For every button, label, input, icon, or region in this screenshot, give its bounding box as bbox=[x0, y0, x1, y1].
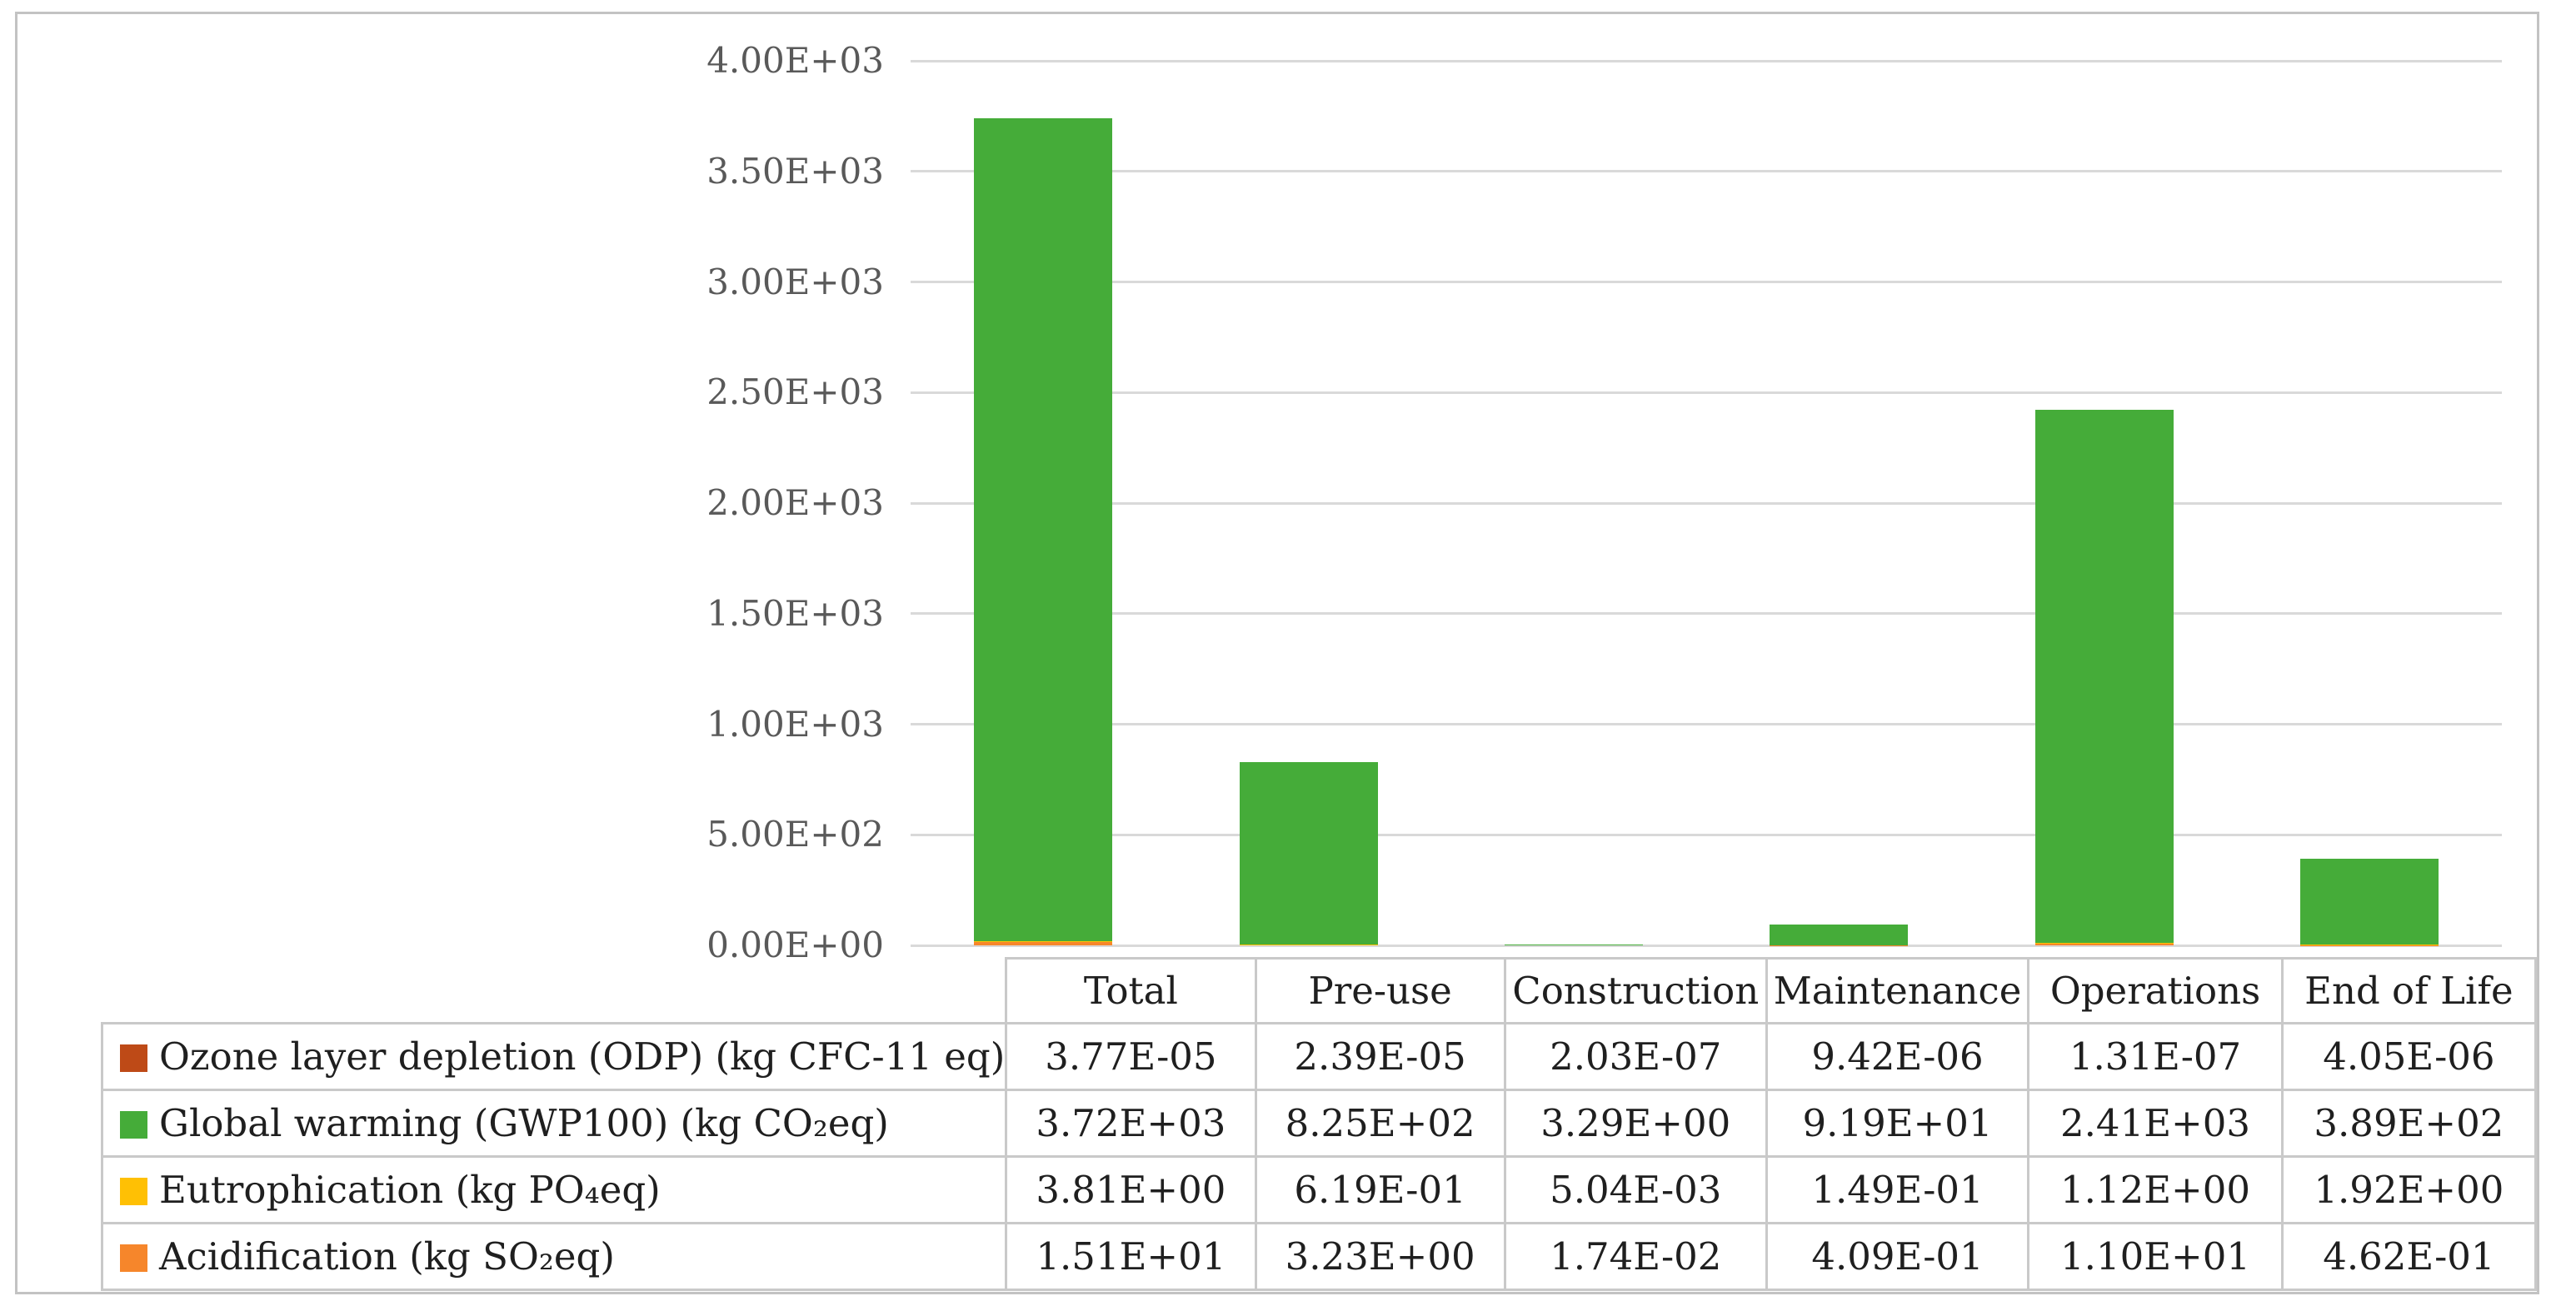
y-gridline bbox=[911, 391, 2502, 394]
value-cell-global-warming-end-of-life: 3.89E+02 bbox=[2280, 1089, 2538, 1158]
y-axis-tick-label: 3.00E+03 bbox=[706, 261, 884, 302]
value-cell-acidification-pre-use: 3.23E+00 bbox=[1254, 1222, 1506, 1291]
legend-swatch-icon bbox=[120, 1111, 147, 1139]
value-cell-global-warming-maintenance: 9.19E+01 bbox=[1765, 1089, 2030, 1158]
header-cell-maintenance: Maintenance bbox=[1765, 957, 2030, 1024]
y-gridline bbox=[911, 833, 2502, 836]
value-cell-eutrophication-maintenance: 1.49E-01 bbox=[1765, 1155, 2030, 1224]
header-cell-operations: Operations bbox=[2027, 957, 2284, 1024]
series-label: Global warming (GWP100) (kg CO₂eq) bbox=[159, 1101, 889, 1145]
y-axis-tick-label: 5.00E+02 bbox=[706, 814, 884, 855]
header-cell-total: Total bbox=[1005, 957, 1257, 1024]
series-label-cell: Eutrophication (kg PO₄eq) bbox=[100, 1155, 1008, 1224]
y-gridline bbox=[911, 59, 2502, 62]
value-cell-ozone-layer-depletion-pre-use: 2.39E-05 bbox=[1254, 1022, 1506, 1091]
series-label: Eutrophication (kg PO₄eq) bbox=[159, 1168, 661, 1212]
value-cell-ozone-layer-depletion-total: 3.77E-05 bbox=[1005, 1022, 1257, 1091]
value-cell-eutrophication-pre-use: 6.19E-01 bbox=[1254, 1155, 1506, 1224]
series-label-cell: Ozone layer depletion (ODP) (kg CFC-11 e… bbox=[100, 1022, 1008, 1091]
y-axis-tick-label: 1.00E+03 bbox=[706, 703, 884, 745]
y-gridline bbox=[911, 281, 2502, 283]
y-axis-tick-label: 2.00E+03 bbox=[706, 482, 884, 523]
value-cell-acidification-operations: 1.10E+01 bbox=[2027, 1222, 2284, 1291]
value-cell-eutrophication-operations: 1.12E+00 bbox=[2027, 1155, 2284, 1224]
value-cell-eutrophication-construction: 5.04E-03 bbox=[1503, 1155, 1768, 1224]
y-axis-tick-label: 2.50E+03 bbox=[706, 371, 884, 413]
y-gridline bbox=[911, 612, 2502, 616]
value-cell-acidification-maintenance: 4.09E-01 bbox=[1765, 1222, 2030, 1291]
series-label: Ozone layer depletion (ODP) (kg CFC-11 e… bbox=[159, 1034, 1006, 1079]
y-axis-tick-label: 1.50E+03 bbox=[706, 592, 884, 634]
series-label-cell: Acidification (kg SO₂eq) bbox=[100, 1222, 1008, 1291]
table-header-row: Total Pre-use Construction Maintenance Opera… bbox=[102, 957, 2538, 1024]
bar-segment-eutrophication-total bbox=[974, 940, 1113, 942]
table-row-global-warming: Global warming (GWP100) (kg CO₂eq) 3.72E+… bbox=[100, 1089, 2538, 1158]
value-cell-global-warming-operations: 2.41E+03 bbox=[2027, 1089, 2284, 1158]
value-cell-eutrophication-total: 3.81E+00 bbox=[1005, 1155, 1257, 1224]
value-cell-ozone-layer-depletion-operations: 1.31E-07 bbox=[2027, 1022, 2284, 1091]
y-axis-tick-label: 3.50E+03 bbox=[706, 150, 884, 192]
bar-segment-acidification-total bbox=[974, 941, 1113, 945]
header-cell-end-of-life: End of Life bbox=[2280, 957, 2538, 1024]
table-row-acidification: Acidification (kg SO₂eq) 1.51E+01 3.23E+00… bbox=[100, 1222, 2538, 1291]
bar-segment-global-warming-end-of-life bbox=[2299, 859, 2439, 945]
y-gridline bbox=[911, 944, 2502, 947]
table-row-ozone-layer-depletion: Ozone layer depletion (ODP) (kg CFC-11 e… bbox=[100, 1022, 2538, 1091]
value-cell-global-warming-pre-use: 8.25E+02 bbox=[1254, 1089, 1506, 1158]
value-cell-acidification-construction: 1.74E-02 bbox=[1503, 1222, 1768, 1291]
header-cell-construction: Construction bbox=[1503, 957, 1768, 1024]
value-cell-ozone-layer-depletion-construction: 2.03E-07 bbox=[1503, 1022, 1768, 1091]
value-cell-ozone-layer-depletion-end-of-life: 4.05E-06 bbox=[2280, 1022, 2538, 1091]
value-cell-ozone-layer-depletion-maintenance: 9.42E-06 bbox=[1765, 1022, 2030, 1091]
series-label: Acidification (kg SO₂eq) bbox=[159, 1234, 615, 1279]
bar-segment-global-warming-total bbox=[974, 118, 1113, 941]
legend-swatch-icon bbox=[120, 1178, 147, 1205]
value-cell-global-warming-construction: 3.29E+00 bbox=[1503, 1089, 1768, 1158]
legend-swatch-icon bbox=[120, 1044, 147, 1072]
value-cell-eutrophication-end-of-life: 1.92E+00 bbox=[2280, 1155, 2538, 1224]
y-axis-tick-label: 0.00E+00 bbox=[706, 925, 884, 965]
bar-segment-acidification-operations bbox=[2034, 943, 2174, 945]
bar-segment-global-warming-pre-use bbox=[1239, 761, 1378, 945]
table-row-eutrophication: Eutrophication (kg PO₄eq) 3.81E+00 6.19E-0… bbox=[100, 1155, 2538, 1224]
series-label-cell: Global warming (GWP100) (kg CO₂eq) bbox=[100, 1089, 1008, 1158]
y-gridline bbox=[911, 170, 2502, 173]
y-gridline bbox=[911, 723, 2502, 725]
value-cell-global-warming-total: 3.72E+03 bbox=[1005, 1089, 1257, 1158]
data-table: Total Pre-use Construction Maintenance Opera… bbox=[100, 957, 2538, 1291]
table-corner-spacer bbox=[102, 959, 1006, 1024]
value-cell-acidification-total: 1.51E+01 bbox=[1005, 1222, 1257, 1291]
legend-swatch-icon bbox=[120, 1244, 147, 1272]
value-cell-acidification-end-of-life: 4.62E-01 bbox=[2280, 1222, 2538, 1291]
y-gridline bbox=[911, 501, 2502, 505]
header-cell-pre-use: Pre-use bbox=[1254, 957, 1506, 1024]
bar-segment-global-warming-maintenance bbox=[1770, 925, 1909, 945]
chart-frame: 0.00E+00 5.00E+02 1.00E+03 1.50E+03 2.00E+03… bbox=[15, 12, 2539, 1294]
bar-segment-global-warming-operations bbox=[2034, 409, 2174, 943]
y-axis-tick-label: 4.00E+03 bbox=[706, 40, 884, 81]
